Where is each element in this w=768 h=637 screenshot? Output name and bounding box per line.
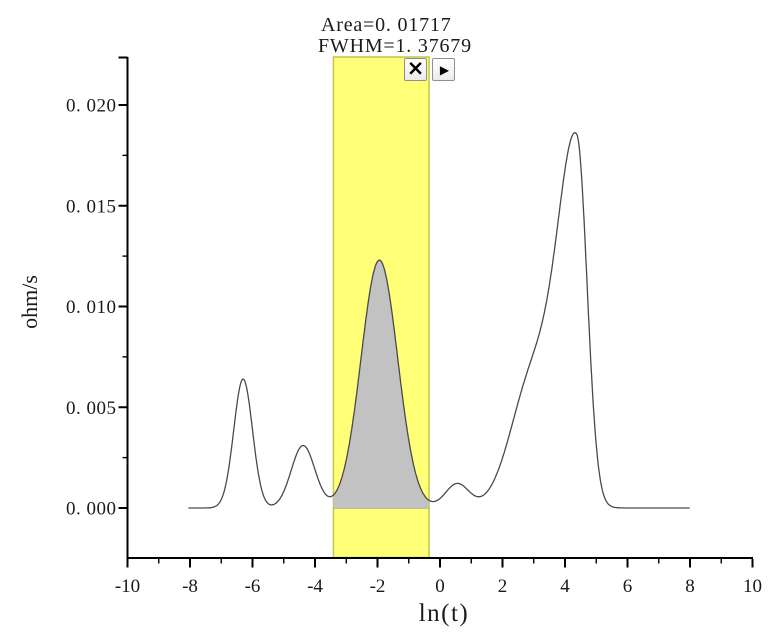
- close-button[interactable]: ×: [404, 58, 427, 81]
- x-tick-label: -4: [307, 576, 323, 597]
- play-button[interactable]: ▶: [432, 58, 455, 81]
- y-tick-label: 0. 015: [66, 196, 117, 217]
- x-tick-label: -8: [182, 576, 198, 597]
- close-icon: ×: [406, 56, 425, 80]
- x-axis-title: ln(t): [419, 600, 470, 627]
- x-tick-label: 0: [435, 576, 445, 597]
- y-tick-label: 0. 005: [66, 398, 117, 419]
- x-tick-label: 6: [623, 576, 633, 597]
- x-tick-label: 2: [498, 576, 508, 597]
- x-tick-label: 8: [685, 576, 695, 597]
- x-tick-label: 4: [560, 576, 570, 597]
- annotation-fwhm-label: FWHM=1. 37679: [318, 35, 472, 57]
- y-tick-label: 0. 020: [66, 96, 117, 117]
- y-tick-label: 0. 010: [66, 297, 117, 318]
- y-tick-label: 0. 000: [66, 499, 117, 520]
- signal-curve: [188, 132, 690, 509]
- x-tick-label: -2: [370, 576, 386, 597]
- x-tick-label: -6: [245, 576, 261, 597]
- plot-layers: -10 -8 -6 -4 -2 0 2 4 6 8 10 0. 000 0. 005 0. 010 0. 0…: [66, 56, 762, 597]
- x-tick-label: -10: [115, 576, 140, 597]
- x-tick-label: 10: [743, 576, 762, 597]
- y-axis-title: ohm/s: [17, 275, 42, 329]
- integrated-peak-fill: [333, 260, 430, 508]
- annotation-area-label: Area=0. 01717: [321, 14, 452, 36]
- play-icon: ▶: [439, 62, 450, 77]
